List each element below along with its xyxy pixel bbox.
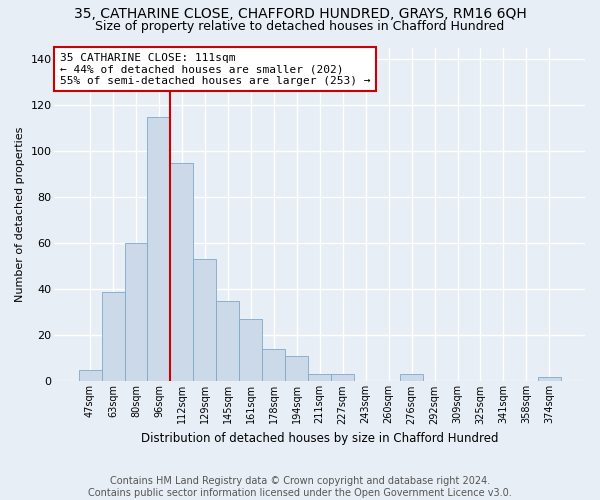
Bar <box>239 319 262 382</box>
Bar <box>285 356 308 382</box>
Text: 35 CATHARINE CLOSE: 111sqm
← 44% of detached houses are smaller (202)
55% of sem: 35 CATHARINE CLOSE: 111sqm ← 44% of deta… <box>60 52 370 86</box>
Bar <box>101 292 125 382</box>
Bar <box>400 374 423 382</box>
Bar <box>217 301 239 382</box>
Bar <box>308 374 331 382</box>
Text: Contains HM Land Registry data © Crown copyright and database right 2024.
Contai: Contains HM Land Registry data © Crown c… <box>88 476 512 498</box>
Bar <box>193 260 217 382</box>
Bar <box>148 116 170 382</box>
Text: 35, CATHARINE CLOSE, CHAFFORD HUNDRED, GRAYS, RM16 6QH: 35, CATHARINE CLOSE, CHAFFORD HUNDRED, G… <box>74 8 526 22</box>
Bar <box>125 243 148 382</box>
X-axis label: Distribution of detached houses by size in Chafford Hundred: Distribution of detached houses by size … <box>141 432 499 445</box>
Bar <box>79 370 101 382</box>
Bar <box>331 374 354 382</box>
Y-axis label: Number of detached properties: Number of detached properties <box>15 127 25 302</box>
Bar <box>170 162 193 382</box>
Bar <box>538 377 561 382</box>
Text: Size of property relative to detached houses in Chafford Hundred: Size of property relative to detached ho… <box>95 20 505 33</box>
Bar <box>262 349 285 382</box>
